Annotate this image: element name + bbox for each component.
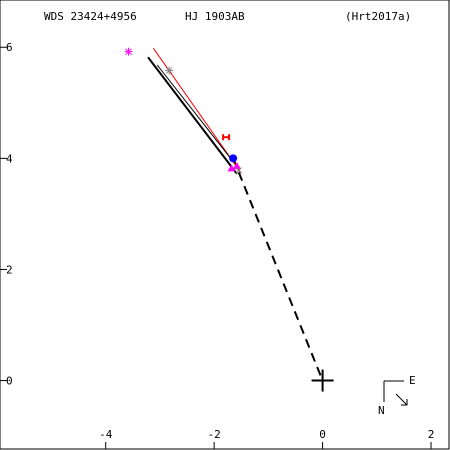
triangle-point — [227, 164, 236, 172]
discoverer-label: HJ 1903AB — [185, 10, 245, 23]
x-marker-point — [235, 167, 242, 174]
asterisk-point — [124, 47, 133, 56]
compass-icon: E N — [378, 374, 416, 417]
x-tick-label: -4 — [99, 428, 113, 441]
residual-line — [156, 64, 232, 160]
motion-arrow-shaft — [395, 393, 408, 406]
y-tick-label: 4 — [6, 152, 13, 165]
asterisk-point — [165, 66, 174, 75]
x-tick-label: 2 — [428, 428, 435, 441]
y-tick-label: 6 — [6, 41, 13, 54]
dashed-connector-line — [232, 157, 324, 381]
y-tick-label: 0 — [6, 375, 13, 388]
x-tick-label: 0 — [319, 428, 326, 441]
circle-point — [229, 154, 238, 163]
motion-arrow-head — [401, 399, 408, 406]
wds-id-label: WDS 23424+4956 — [44, 10, 137, 23]
compass-north-label: N — [378, 404, 385, 417]
orbit-segment-line — [147, 56, 238, 175]
compass-east-label: E — [409, 374, 416, 387]
y-tick-label: 2 — [6, 263, 13, 276]
triangle-point — [232, 162, 241, 170]
reference-label: (Hrt2017a) — [345, 10, 412, 23]
x-tick-label: -2 — [208, 428, 221, 441]
h-marker-point — [222, 134, 231, 141]
